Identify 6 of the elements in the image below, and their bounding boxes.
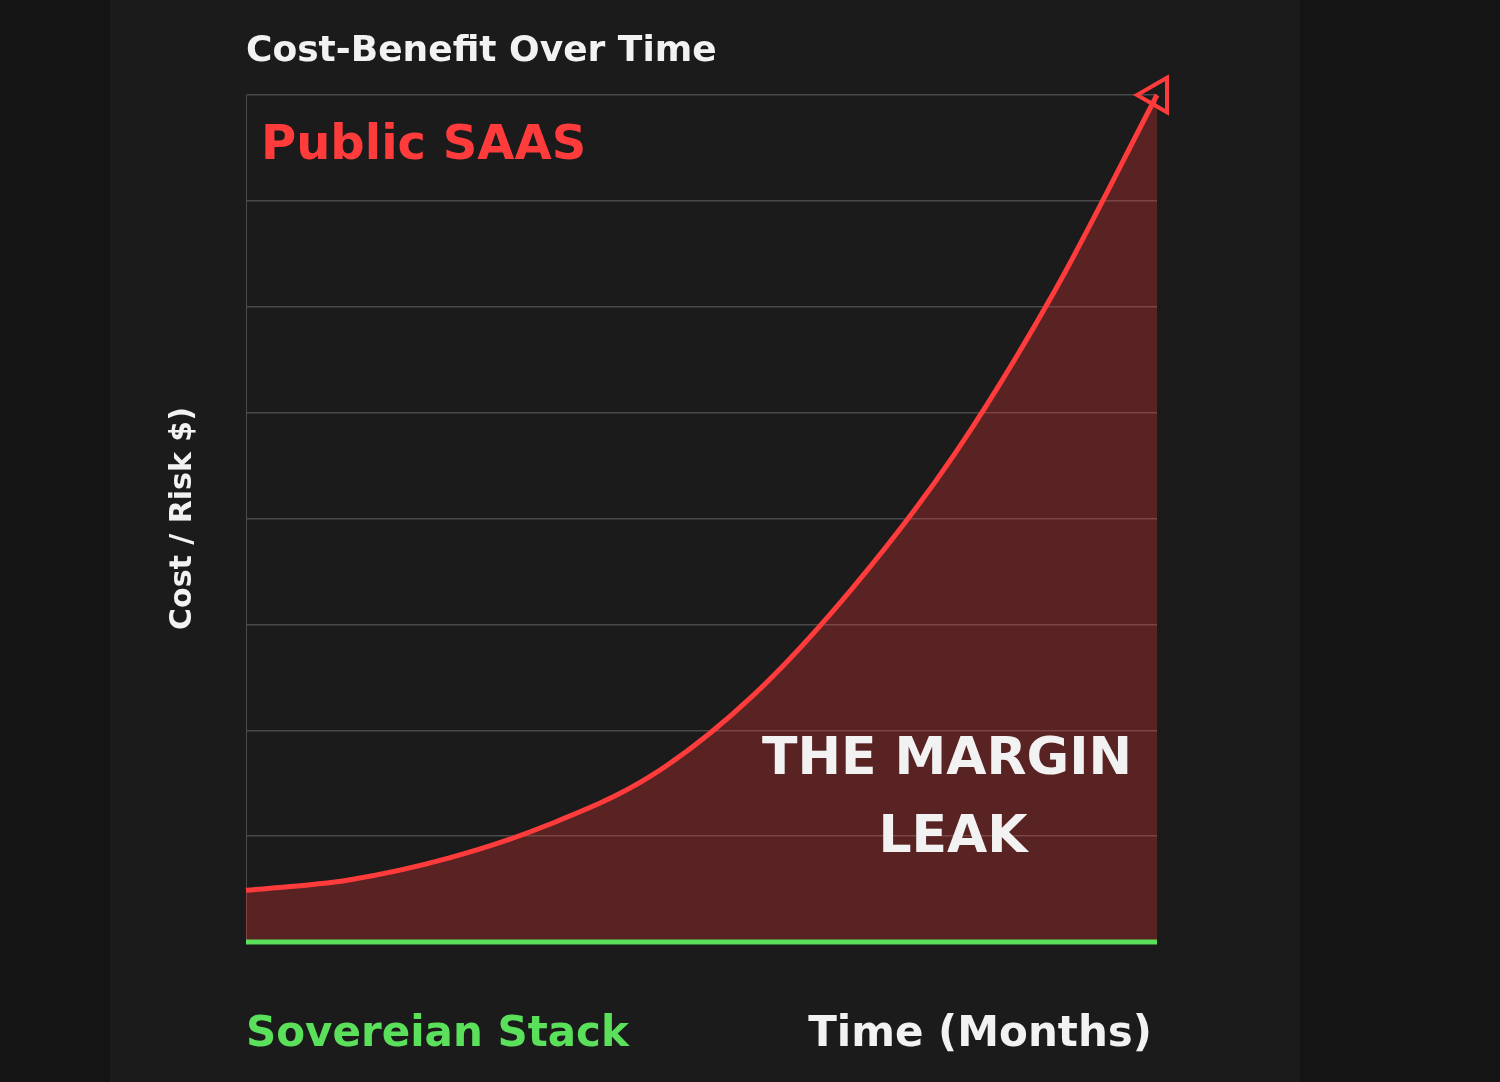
- series-label: Sovereian Stack: [246, 1006, 630, 1056]
- y-axis-title: Cost / Risk $): [162, 407, 198, 630]
- annotation: THE MARGIN LEAK: [761, 725, 1133, 864]
- x-axis-title: Time (Months): [808, 1006, 1152, 1056]
- text: Public SAAS: [261, 114, 587, 171]
- chart-title: Cost-Benefit Over Time: [246, 28, 717, 70]
